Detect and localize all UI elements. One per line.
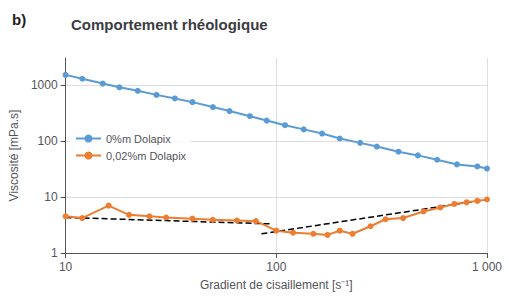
svg-text:100: 100 (266, 260, 286, 274)
svg-text:10: 10 (59, 260, 73, 274)
svg-text:1: 1 (51, 246, 58, 260)
svg-text:0%m Dolapix: 0%m Dolapix (106, 133, 171, 145)
svg-text:100: 100 (38, 134, 58, 148)
svg-text:b): b) (12, 11, 26, 28)
svg-text:Gradient de cisaillement [s⁻¹]: Gradient de cisaillement [s⁻¹] (200, 278, 353, 292)
svg-text:0,02%m Dolapix: 0,02%m Dolapix (106, 150, 187, 162)
svg-text:Viscosité [mPa.s]: Viscosité [mPa.s] (7, 110, 21, 202)
svg-text:10: 10 (44, 190, 58, 204)
svg-text:1000: 1000 (31, 78, 58, 92)
svg-text:1 000: 1 000 (472, 260, 502, 274)
svg-text:Comportement rhéologique: Comportement rhéologique (71, 16, 268, 33)
